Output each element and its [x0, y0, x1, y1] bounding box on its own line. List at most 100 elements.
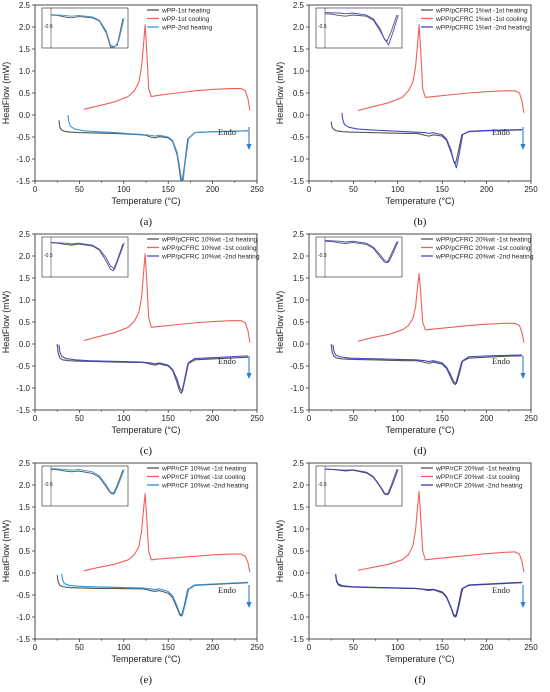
panel-b: 0 50 100 150 200 250 -1.5 -1.0 -0.5 0.0 0.5 1.0 1.5 2… [275, 1, 538, 228]
x-axis-title: Temperature (°C) [385, 654, 454, 664]
legend: wPP/pCFRC 20%wt -1st heating wPP/pCFRC 20… [421, 236, 534, 260]
y-tick-label: 1.5 [293, 45, 305, 54]
endo-arrow-head [246, 602, 252, 608]
legend-entry-1: wPP/pCFRC 20%wt -1st heating [435, 236, 532, 243]
x-axis-title: Temperature (°C) [111, 654, 180, 664]
x-tick-label: 0 [33, 414, 38, 423]
y-tick-label: -1.5 [290, 177, 304, 186]
panel-e: 0 50 100 150 200 250 -1.5 -1.0 -0.5 0.0 0.5 1.0 1.5 2… [1, 459, 264, 686]
y-tick-label: -0.5 [16, 133, 30, 142]
inset-curve-2 [324, 12, 399, 46]
inset-tick-label: -0.5 [318, 253, 327, 259]
endo-label: Endo [218, 127, 236, 137]
series-line-2 [83, 24, 251, 111]
x-tick-label: 250 [524, 185, 538, 194]
y-tick-label: -1.0 [290, 613, 304, 622]
y-tick-label: 2.5 [19, 230, 31, 239]
y-tick-label: 0.0 [19, 569, 31, 578]
y-axis-title: HeatFlow (mW) [275, 291, 285, 354]
y-tick-label: -0.5 [290, 362, 304, 371]
series-group [58, 24, 251, 181]
y-tick-label: 2.0 [293, 481, 305, 490]
y-tick-label: 0.5 [19, 89, 31, 98]
y-tick-label: 0.0 [19, 111, 31, 120]
panel-label: (a) [140, 216, 153, 228]
panel-label: (b) [414, 216, 427, 228]
endo-label: Endo [492, 585, 510, 595]
series-line-1 [58, 120, 249, 181]
legend-entry-2: wPP/pCFRC 20%wt -1st cooling [435, 245, 531, 252]
series-line-2 [357, 491, 525, 573]
y-tick-label: 1.5 [293, 503, 305, 512]
x-tick-label: 50 [349, 185, 358, 194]
y-axis-title: HeatFlow (mW) [1, 520, 11, 583]
x-tick-label: 200 [480, 643, 494, 652]
x-tick-label: 100 [117, 185, 131, 194]
y-tick-label: -1.0 [16, 384, 30, 393]
x-tick-label: 250 [250, 185, 264, 194]
endo-label: Endo [218, 585, 236, 595]
series-line-2 [83, 493, 251, 573]
y-tick-label: 0.5 [293, 89, 305, 98]
x-tick-label: 100 [117, 643, 131, 652]
y-tick-label: 2.0 [19, 23, 31, 32]
y-axis-title: HeatFlow (mW) [275, 62, 285, 125]
y-tick-label: 0.0 [293, 111, 305, 120]
y-tick-label: 1.5 [19, 503, 31, 512]
x-tick-label: 250 [524, 414, 538, 423]
panel-d: 0 50 100 150 200 250 -1.5 -1.0 -0.5 0.0 0.5 1.0 1.5 2… [275, 230, 538, 457]
panel-label: (e) [140, 674, 153, 686]
x-tick-label: 0 [307, 643, 312, 652]
y-tick-label: -1.5 [16, 635, 30, 644]
panel-f: 0 50 100 150 200 250 -1.5 -1.0 -0.5 0.0 0.5 1.0 1.5 2… [275, 459, 538, 686]
inset-curve-2 [324, 468, 399, 495]
y-tick-label: 2.5 [293, 230, 305, 239]
endo-label: Endo [218, 356, 236, 366]
legend-entry-2: wPP/pCFRC 10%wt -1st cooling [161, 245, 257, 252]
y-tick-label: -1.0 [290, 384, 304, 393]
y-tick-label: 1.5 [293, 274, 305, 283]
y-tick-label: 1.5 [19, 274, 31, 283]
x-tick-label: 150 [436, 414, 450, 423]
legend-entry-1: wPP/rCF 20%wt -1st heating [435, 465, 521, 472]
y-tick-label: 1.5 [19, 45, 31, 54]
inset-frame [315, 7, 403, 49]
series-line-1 [335, 575, 523, 618]
inset-tick-label: -0.5 [44, 253, 53, 259]
legend-entry-1: wPP/pCFRC 1%wt -1st heating [435, 7, 528, 14]
x-tick-label: 200 [480, 185, 494, 194]
x-tick-label: 250 [250, 414, 264, 423]
y-tick-label: 0.0 [293, 569, 305, 578]
inset: -0.5 [315, 7, 403, 49]
series-line-1 [330, 121, 523, 164]
x-tick-label: 0 [307, 414, 312, 423]
x-tick-label: 100 [117, 414, 131, 423]
inset-curve-2 [324, 239, 399, 263]
x-tick-label: 150 [162, 414, 176, 423]
x-tick-label: 0 [33, 643, 38, 652]
inset-tick-label: -0.5 [318, 24, 327, 30]
legend-entry-3: wPP/pCFRC 10%wt -2nd heating [161, 253, 260, 260]
x-tick-label: 50 [349, 643, 358, 652]
y-tick-label: -1.5 [290, 406, 304, 415]
inset-frame [315, 236, 403, 278]
inset-frame [315, 465, 403, 507]
endo-arrow-head [520, 373, 526, 379]
x-tick-label: 250 [524, 643, 538, 652]
endo-arrow-head [246, 373, 252, 379]
series-line-3 [58, 344, 249, 393]
inset-tick-label: -0.5 [318, 482, 327, 488]
series-group [330, 273, 525, 386]
y-tick-label: 0.0 [19, 340, 31, 349]
y-tick-label: 2.0 [293, 23, 305, 32]
x-tick-label: 150 [162, 185, 176, 194]
y-axis-title: HeatFlow (mW) [275, 520, 285, 583]
inset-curve-2 [50, 468, 125, 494]
x-axis-title: Temperature (°C) [111, 196, 180, 206]
panel-a: 0 50 100 150 200 250 -1.5 -1.0 -0.5 0.0 0.5 1.0 1.5 2… [1, 1, 264, 228]
legend-entry-3: wPP/pCFRC 20%wt -2nd heating [435, 253, 534, 260]
legend-entry-3: wPP/pCFRC 1%wt -2nd heating [435, 24, 530, 31]
series-line-1 [330, 343, 523, 386]
inset: -0.5 [41, 236, 129, 278]
endo-arrow-head [520, 144, 526, 150]
